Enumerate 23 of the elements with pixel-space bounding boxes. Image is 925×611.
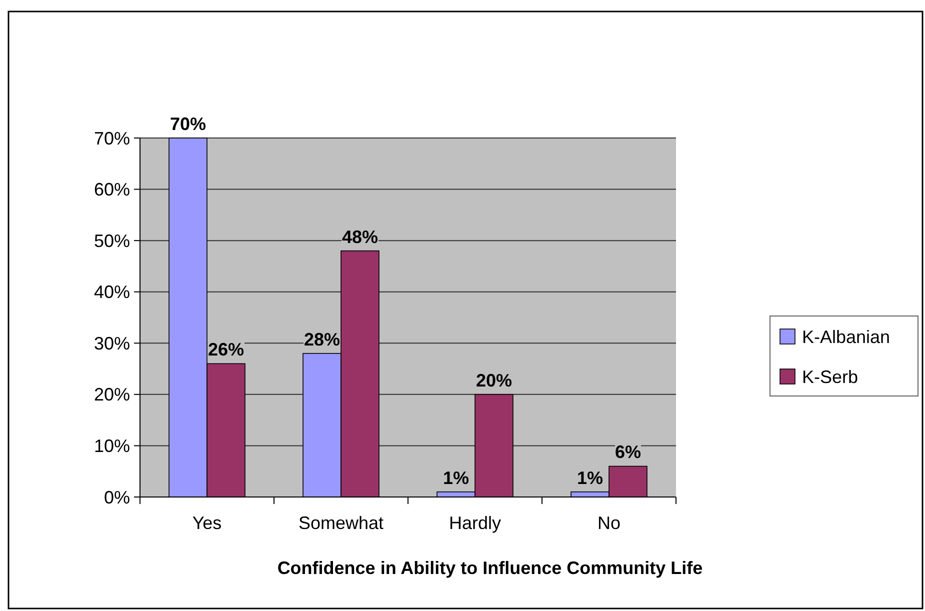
data-label: 28% — [304, 329, 340, 350]
data-label: 1% — [577, 468, 604, 488]
x-tick-label: Somewhat — [298, 513, 384, 533]
y-tick-label: 20% — [94, 384, 130, 405]
y-tick-label: 50% — [94, 230, 130, 251]
legend-label: K-Serb — [802, 366, 858, 387]
data-label: 48% — [342, 226, 378, 247]
y-tick-label: 70% — [94, 128, 130, 148]
x-tick-label: No — [597, 513, 621, 533]
y-tick-label: 10% — [94, 436, 130, 456]
data-label: 20% — [476, 370, 512, 390]
data-label: 70% — [170, 114, 206, 134]
y-tick-label: 0% — [104, 487, 130, 508]
x-tick-label: Hardly — [448, 513, 502, 533]
y-tick-label: 60% — [94, 180, 130, 200]
y-tick-label: 30% — [94, 333, 130, 354]
data-label: 26% — [208, 340, 244, 360]
legend-label: K-Albanian — [802, 326, 890, 347]
x-tick-label: Yes — [192, 513, 222, 533]
x-axis-title: Confidence in Ability to Influence Community Life — [277, 558, 703, 578]
data-label: 1% — [443, 468, 470, 488]
data-label: 6% — [614, 442, 641, 462]
y-tick-label: 40% — [94, 282, 130, 302]
